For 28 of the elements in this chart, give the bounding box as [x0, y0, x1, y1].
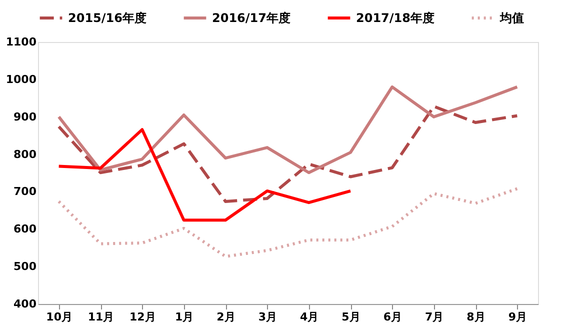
y-tick-label: 1000: [6, 72, 37, 86]
y-tick-label: 900: [14, 110, 37, 124]
line-series: [57, 187, 519, 258]
x-tick-label: 11月: [88, 310, 114, 324]
x-tick-label: 3月: [258, 310, 277, 324]
y-tick-label: 700: [14, 185, 37, 198]
y-tick-label: 1100: [6, 36, 37, 48]
legend-label: 2016/17年度: [212, 11, 290, 25]
y-tick-label: 500: [14, 260, 37, 274]
y-tick-label: 800: [14, 148, 37, 161]
x-tick-label: 12月: [130, 310, 156, 324]
x-tick-label: 4月: [300, 310, 319, 324]
x-tick-label: 8月: [466, 310, 486, 324]
x-tick-label: 5月: [342, 310, 360, 324]
legend-label: 2017/18年度: [356, 11, 434, 25]
x-tick-label: 1月: [175, 310, 194, 324]
line-series: [57, 128, 352, 222]
line-series: [57, 85, 519, 174]
legend-label: 2015/16年度: [68, 11, 146, 25]
x-tick-label: 6月: [383, 310, 402, 324]
line-series: [57, 104, 519, 203]
y-tick-label: 400: [14, 298, 37, 310]
x-tick-label: 7月: [425, 310, 444, 324]
x-tick-label: 2月: [216, 310, 236, 324]
legend-label: 均值: [499, 11, 524, 25]
x-tick-label: 10月: [46, 310, 72, 324]
y-tick-label: 600: [14, 222, 37, 236]
x-tick-label: 9月: [508, 310, 527, 324]
